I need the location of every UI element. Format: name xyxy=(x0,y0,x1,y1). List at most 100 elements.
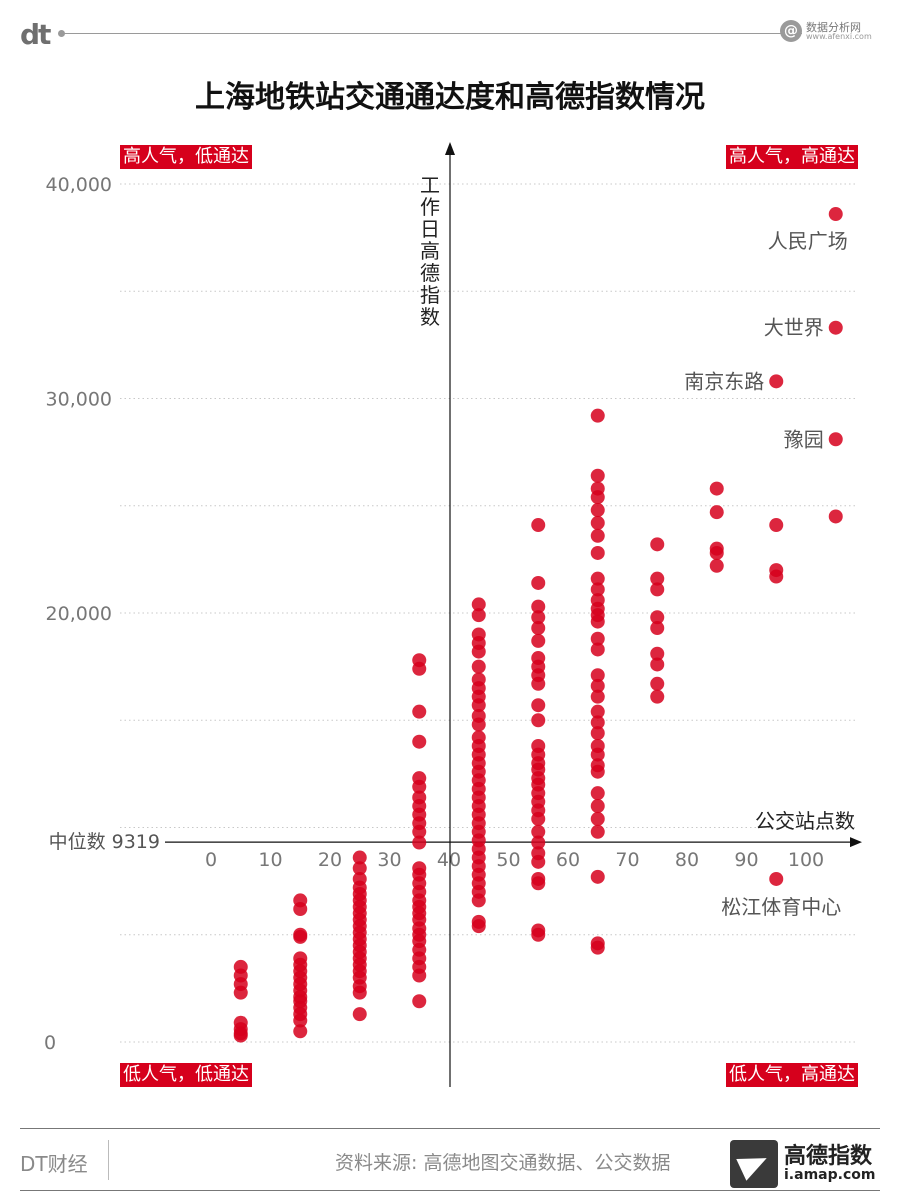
data-point xyxy=(590,503,605,518)
data-point xyxy=(412,661,427,676)
data-point xyxy=(590,668,605,683)
data-point xyxy=(531,854,546,869)
x-axis-arrow xyxy=(850,837,862,848)
data-point xyxy=(471,659,486,674)
data-point xyxy=(590,869,605,884)
data-point xyxy=(590,715,605,730)
annotation-label: 松江体育中心 xyxy=(721,895,841,919)
x-tick-label: 40 xyxy=(437,849,461,871)
data-point xyxy=(590,811,605,826)
footer-separator xyxy=(108,1140,109,1180)
data-point xyxy=(650,657,665,672)
data-point xyxy=(471,608,486,623)
data-point xyxy=(650,582,665,597)
y-tick-label: 30,000 xyxy=(46,389,112,411)
data-point xyxy=(233,985,248,1000)
amap-url: i.amap.com xyxy=(784,1167,876,1184)
data-point xyxy=(650,646,665,661)
x-tick-label: 10 xyxy=(258,849,282,871)
amap-name: 高德指数 xyxy=(784,1144,873,1170)
data-point xyxy=(531,621,546,636)
x-axis-label: 公交站点数 xyxy=(755,809,855,833)
data-point xyxy=(828,509,843,524)
x-tick-label: 50 xyxy=(496,849,520,871)
data-point xyxy=(531,518,546,533)
data-point xyxy=(471,698,486,713)
data-point xyxy=(590,689,605,704)
data-point xyxy=(531,676,546,691)
data-point xyxy=(590,940,605,955)
data-point xyxy=(590,545,605,560)
data-point xyxy=(709,481,724,496)
data-point xyxy=(293,929,308,944)
data-point xyxy=(471,919,486,934)
data-point xyxy=(709,545,724,560)
data-point xyxy=(531,927,546,942)
dt-logo: dt xyxy=(20,18,51,51)
paper-plane-icon xyxy=(730,1140,778,1188)
data-point xyxy=(650,621,665,636)
data-point xyxy=(590,582,605,597)
quadrant-label-bottom-left: 低人气，低通达 xyxy=(120,1063,252,1087)
data-point xyxy=(828,432,843,447)
x-tick-label: 20 xyxy=(318,849,342,871)
footer-rule-top xyxy=(20,1128,880,1129)
data-point xyxy=(412,968,427,983)
amap-logo: 高德指数 i.amap.com xyxy=(730,1140,875,1188)
quadrant-label-bottom-right: 低人气，高通达 xyxy=(726,1063,858,1087)
x-tick-label: 0 xyxy=(205,849,217,871)
data-point xyxy=(590,824,605,839)
data-point xyxy=(650,610,665,625)
afenxi-logo: @ 数据分析网 www.afenxi.com xyxy=(780,20,872,42)
data-point xyxy=(590,747,605,762)
afenxi-at-icon: @ xyxy=(780,20,802,42)
data-point xyxy=(590,764,605,779)
data-point xyxy=(352,850,367,865)
data-point xyxy=(471,644,486,659)
x-tick-label: 80 xyxy=(675,849,699,871)
data-point xyxy=(352,985,367,1000)
data-point xyxy=(590,678,605,693)
afenxi-url: www.afenxi.com xyxy=(806,31,872,41)
footer-rule-bottom xyxy=(20,1190,880,1191)
data-point xyxy=(412,704,427,719)
data-point xyxy=(531,599,546,614)
data-point xyxy=(531,698,546,713)
data-point xyxy=(412,734,427,749)
data-point xyxy=(590,571,605,586)
data-point xyxy=(531,610,546,625)
data-point xyxy=(769,871,784,886)
data-point xyxy=(531,835,546,850)
data-point xyxy=(293,1024,308,1039)
data-point xyxy=(709,505,724,520)
data-point xyxy=(412,994,427,1009)
footer-source: 资料来源: 高德地图交通数据、公交数据 xyxy=(335,1152,671,1174)
data-point xyxy=(233,1028,248,1043)
data-point xyxy=(650,571,665,586)
x-tick-label: 70 xyxy=(615,849,639,871)
data-point xyxy=(828,320,843,335)
data-point xyxy=(650,689,665,704)
data-point xyxy=(590,642,605,657)
data-point xyxy=(471,893,486,908)
data-point xyxy=(709,558,724,573)
data-point xyxy=(531,876,546,891)
y-tick-label: 20,000 xyxy=(46,603,112,625)
data-point xyxy=(590,408,605,423)
data-point xyxy=(590,528,605,543)
quadrant-label-top-right: 高人气，高通达 xyxy=(726,145,858,169)
data-point xyxy=(531,811,546,826)
data-point xyxy=(590,490,605,505)
data-point xyxy=(531,633,546,648)
x-tick-label: 30 xyxy=(377,849,401,871)
data-point xyxy=(293,902,308,917)
x-tick-label: 90 xyxy=(734,849,758,871)
data-point xyxy=(352,1007,367,1022)
data-point xyxy=(531,824,546,839)
x-tick-label: 60 xyxy=(556,849,580,871)
data-point xyxy=(590,614,605,629)
data-point xyxy=(590,515,605,530)
y-axis-label: 工作日高德指数 xyxy=(420,173,440,329)
quadrant-label-top-left: 高人气，低通达 xyxy=(120,145,252,169)
